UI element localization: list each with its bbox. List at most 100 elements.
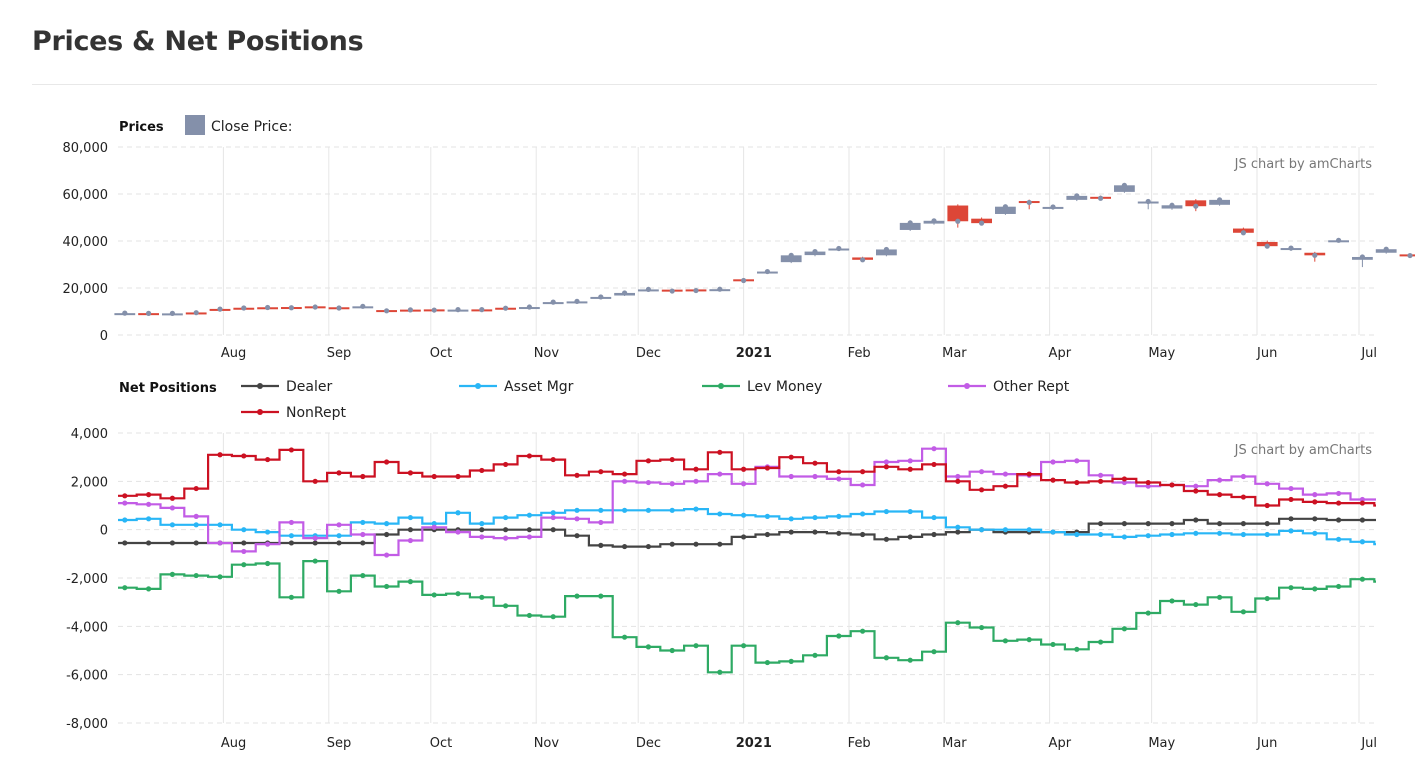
other-rept-point (1240, 473, 1246, 480)
asset-mgr-point (1169, 531, 1175, 538)
candle-body[interactable] (1185, 200, 1207, 207)
price-x-tick-label: 2021 (736, 346, 772, 361)
candle-body[interactable] (995, 206, 1016, 214)
asset-mgr-point (788, 516, 794, 522)
close-price-point (336, 305, 342, 311)
other-rept-point (812, 473, 818, 480)
nonrept-point (1384, 503, 1389, 508)
lev-money-point (384, 583, 390, 590)
nonrept-point (1359, 500, 1365, 506)
price-y-tick-label: 40,000 (63, 235, 109, 250)
candle-body[interactable] (876, 249, 897, 256)
asset-mgr-point (1002, 527, 1009, 533)
lev-money-point (526, 612, 533, 619)
lev-money-point (860, 628, 866, 634)
net-x-tick-label: Jul (1360, 736, 1377, 751)
dealer-line[interactable] (113, 517, 1415, 548)
dealer-point (741, 534, 747, 540)
nonrept-legend-label[interactable]: NonRept (286, 405, 347, 421)
close-price-point (741, 277, 747, 284)
close-price-point (1217, 197, 1223, 203)
close-price-point (836, 245, 842, 252)
dealer-point (883, 536, 890, 542)
other-rept-line[interactable] (113, 447, 1415, 557)
candle-body[interactable] (947, 205, 969, 222)
candle-body[interactable] (899, 222, 921, 230)
candle-body[interactable] (1114, 185, 1135, 192)
candle-body[interactable] (780, 255, 802, 263)
price-x-tick-label: Apr (1049, 346, 1072, 361)
asset-mgr-point (1121, 534, 1127, 540)
asset-mgr-point (1359, 539, 1365, 545)
other-rept-point (217, 540, 223, 546)
lev-money-point (1336, 583, 1342, 590)
other-rept-legend-label[interactable]: Other Rept (993, 379, 1070, 395)
dealer-point (931, 531, 937, 538)
other-rept-point (1074, 458, 1080, 464)
close-price-point (288, 305, 294, 311)
dealer-point (336, 540, 342, 546)
asset-mgr-legend-label[interactable]: Asset Mgr (504, 379, 574, 395)
lev-money-point (1169, 598, 1175, 604)
dealer-point (645, 543, 652, 550)
lev-money-point (955, 620, 961, 626)
lev-money-point (693, 643, 699, 649)
other-rept-point (979, 469, 985, 475)
dealer-point (1098, 521, 1104, 527)
close-price-legend-swatch[interactable] (185, 115, 205, 135)
nonrept-point (360, 473, 366, 480)
close-price-point (122, 310, 128, 316)
other-rept-point (503, 535, 509, 541)
other-rept-series (113, 446, 1415, 558)
nonrept-point (503, 461, 509, 468)
nonrept-point (979, 487, 985, 493)
close-price-point (1145, 198, 1151, 205)
close-price-point (550, 299, 556, 305)
dealer-point (955, 529, 961, 535)
other-rept-point (431, 524, 437, 530)
net-x-tick-label: Oct (430, 736, 452, 751)
close-price-point (1264, 243, 1270, 249)
legend-layer: Prices Close Price: Net Positions Dealer Ass… (119, 115, 1070, 421)
net-x-tick-label: Mar (942, 736, 967, 751)
dealer-point (360, 540, 366, 546)
lev-money-point (550, 614, 556, 620)
close-price-legend-label[interactable]: Close Price: (211, 119, 292, 135)
other-rept-point (1407, 497, 1412, 502)
dealer-point (1288, 516, 1294, 522)
other-rept-point (955, 473, 961, 480)
net-chart-credit: JS chart by amCharts (1234, 443, 1373, 458)
lev-money-point (1407, 579, 1412, 584)
lev-money-point (217, 574, 223, 580)
dealer-legend-label[interactable]: Dealer (286, 379, 332, 395)
nonrept-point (883, 464, 890, 470)
lev-money-point (1121, 626, 1127, 632)
dealer-point (1312, 516, 1318, 522)
lev-money-point (741, 643, 747, 649)
other-rept-point (265, 541, 271, 547)
close-price-point (1121, 182, 1127, 188)
nonrept-point (693, 466, 699, 472)
asset-mgr-point (1098, 531, 1104, 538)
asset-mgr-line[interactable] (113, 508, 1415, 546)
net-y-tick-label: -8,000 (66, 717, 108, 732)
lev-money-point (979, 624, 985, 631)
other-rept-point (669, 481, 675, 487)
lev-money-legend-label[interactable]: Lev Money (747, 379, 822, 395)
asset-mgr-point (360, 519, 366, 526)
dealer-point (622, 543, 628, 550)
lev-money-point (764, 659, 771, 666)
close-price-point (146, 310, 152, 316)
nonrept-point (169, 495, 175, 501)
candle-body[interactable] (1399, 254, 1415, 257)
nonrept-point (622, 471, 628, 477)
nonrept-point (1264, 502, 1270, 509)
dealer-point (1384, 517, 1389, 522)
lev-money-point (1193, 601, 1199, 608)
price-y-tick-label: 0 (100, 329, 108, 344)
lev-money-series (118, 558, 1412, 675)
nonrept-point (431, 473, 437, 480)
other-rept-point (312, 535, 318, 541)
close-price-point (312, 304, 318, 310)
lev-money-point (812, 652, 818, 658)
